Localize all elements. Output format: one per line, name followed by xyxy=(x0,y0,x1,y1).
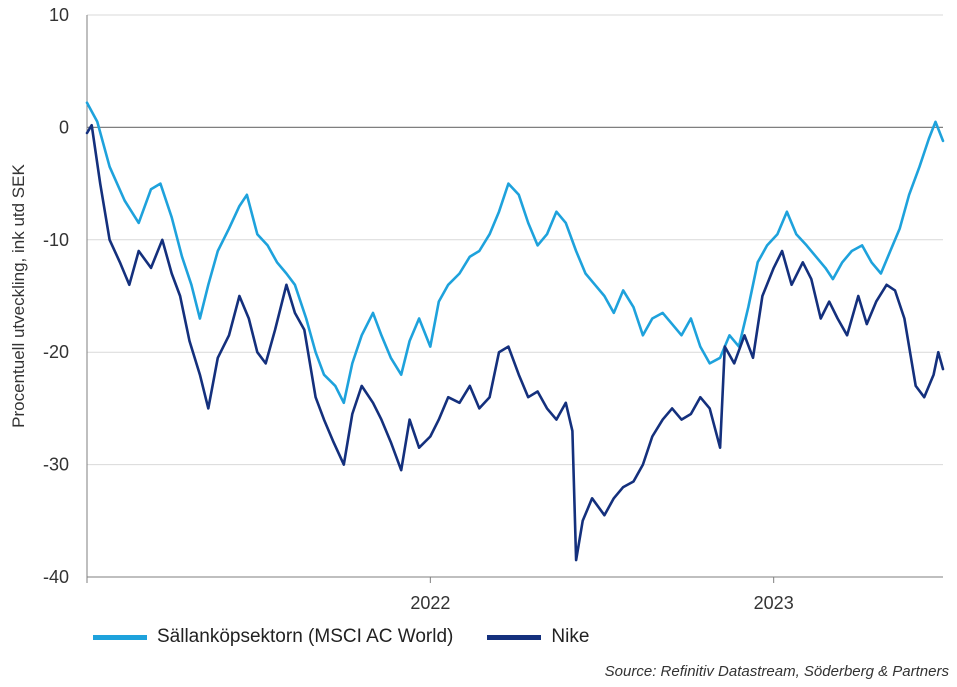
y-tick-label: -30 xyxy=(43,455,69,475)
y-tick-label: 10 xyxy=(49,5,69,25)
y-tick-label: 0 xyxy=(59,117,69,137)
legend-label-nike: Nike xyxy=(551,626,590,647)
legend-item-nike: Nike xyxy=(487,626,589,648)
legend-swatch-nike xyxy=(487,634,542,640)
y-tick-label: -40 xyxy=(43,567,69,587)
source-note: Source: Refinitiv Datastream, Söderberg … xyxy=(604,663,949,680)
legend-item-sector: Sällanköpsektorn (MSCI AC World) xyxy=(93,626,453,648)
x-tick-label: 2023 xyxy=(754,593,794,613)
legend-swatch-sector xyxy=(93,634,147,640)
y-tick-label: -20 xyxy=(43,342,69,362)
series-line-nike xyxy=(85,123,945,562)
y-axis-title: Procentuell utveckling, ink utd SEK xyxy=(9,164,28,428)
legend: Sällanköpsektorn (MSCI AC World) Nike xyxy=(93,626,623,648)
x-axis: 2022 2023 xyxy=(86,15,943,613)
legend-label-sector: Sällanköpsektorn (MSCI AC World) xyxy=(157,626,454,647)
gridlines xyxy=(87,14,943,466)
x-tick-label: 2022 xyxy=(410,593,450,613)
y-tick-label: -10 xyxy=(43,230,69,250)
y-axis-ticks: 10 0 -10 -20 -30 -40 xyxy=(43,5,69,587)
series-lines xyxy=(85,101,945,562)
series-line-sector xyxy=(85,101,945,405)
